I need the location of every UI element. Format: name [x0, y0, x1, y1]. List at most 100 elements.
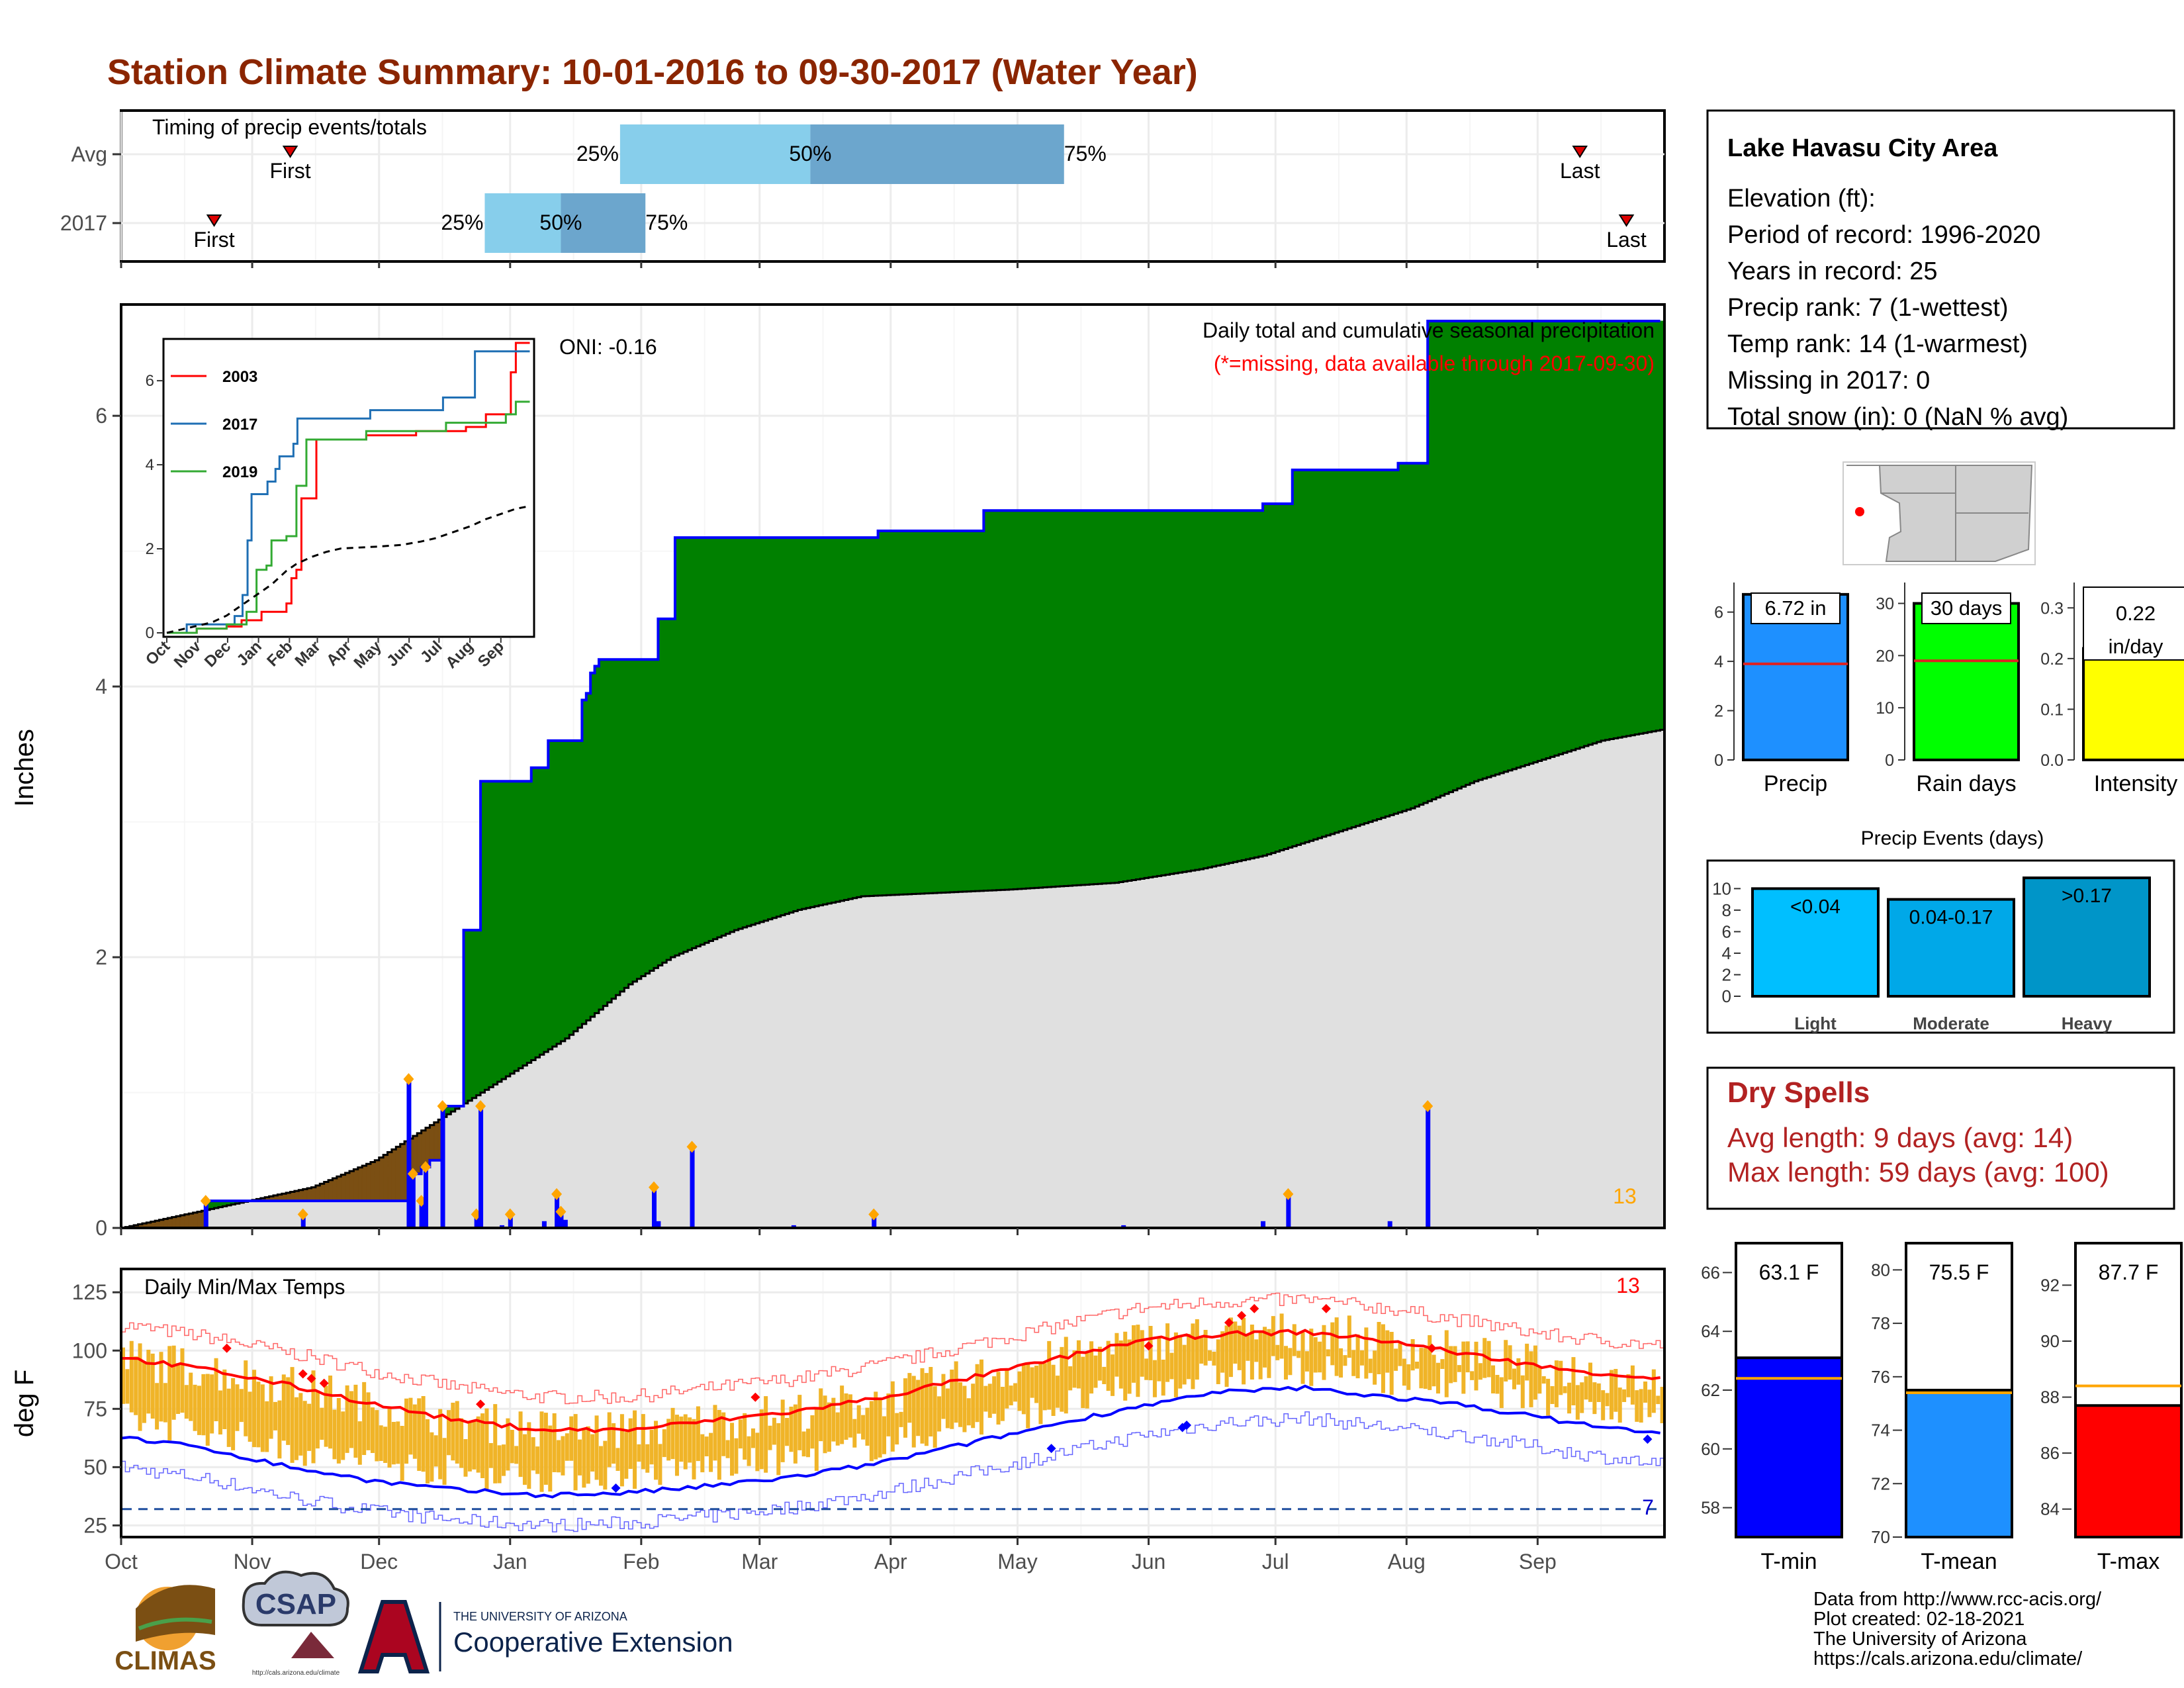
daily-precip-bar [872, 1214, 877, 1228]
daily-precip-marker [297, 1208, 308, 1221]
temp-ytick-label: 25 [83, 1513, 107, 1537]
normal-max-line [120, 1329, 1661, 1434]
tempbar-xlabel: T-max [2097, 1549, 2160, 1574]
daily-precip-marker [504, 1208, 516, 1221]
dry-frame [1706, 1066, 2175, 1210]
tempbar-bar [1735, 1356, 1843, 1538]
daily-precip-marker [437, 1100, 448, 1112]
tempbar-ytick-label: 74 [1871, 1421, 1890, 1440]
events-cat-label: Light [1794, 1013, 1837, 1033]
events-bar-label: <0.04 [1790, 896, 1841, 917]
timing-first-marker [282, 146, 298, 158]
daily-precip-bar [508, 1214, 513, 1228]
inset-ytick-label: 4 [146, 456, 154, 474]
ua-a-icon [357, 1600, 430, 1673]
events-cat-label: Heavy [2062, 1013, 2113, 1033]
timing-bar-q3 [810, 124, 1064, 184]
topbar-ytick-label: 0.0 [2040, 751, 2064, 770]
daily-precip-bar [410, 1174, 416, 1228]
timing-p50-label: 50% [539, 211, 582, 234]
topbar-ytick-label: 30 [1876, 595, 1894, 614]
avg-cumulative-line [121, 729, 1664, 1229]
timing-panel: 25% 50% 75% First Last 25% 50% 75% First Last Tim… [60, 109, 1666, 268]
events-bar [1887, 898, 2015, 998]
record-high-marker [222, 1343, 232, 1353]
csap-text: CSAP [255, 1588, 336, 1620]
temp-panel: 25 50 75 100 125 deg F Daily Min/Max Temps 1… [10, 1268, 1666, 1573]
climas-swoosh-icon [138, 1617, 212, 1630]
daily-precip-marker [475, 1100, 486, 1112]
daily-precip-bar [424, 1166, 429, 1228]
inset-line-2019 [167, 400, 530, 634]
seasonal-temp-bars: 58 60 62 64 66 63.1 F T-min 70 72 74 76 78 80 75.5 F T… [1701, 1242, 2183, 1574]
month-label: May [997, 1550, 1037, 1573]
info-frame [1706, 109, 2175, 430]
info-line-period: Period of record: 1996-2020 [1727, 221, 2040, 249]
dry-title: Dry Spells [1727, 1076, 1870, 1109]
daily-precip-bar [559, 1211, 564, 1228]
topbar-bar [2082, 647, 2184, 761]
info-line-elevation: Elevation (ft): [1727, 185, 1876, 212]
daily-precip-bar [1121, 1225, 1126, 1228]
precip-frame [120, 303, 1666, 1229]
tempbar-ytick-label: 80 [1871, 1260, 1890, 1280]
events-bar [1751, 887, 1880, 998]
map-borders [1881, 465, 2028, 561]
month-label: Dec [360, 1550, 398, 1573]
temp-title: Daily Min/Max Temps [144, 1275, 345, 1299]
cold-count: 7 [1642, 1495, 1654, 1519]
record-low-marker [611, 1483, 621, 1493]
credit-plot-date: Plot created: 02-18-2021 [1813, 1609, 2025, 1630]
daily-temp-bars [121, 1313, 1664, 1492]
dry-avg: Avg length: 9 days (avg: 14) [1727, 1122, 2073, 1153]
events-ytick-label: 8 [1722, 900, 1731, 920]
temp-ylabel: deg F [10, 1370, 39, 1437]
tempbar-ytick-label: 58 [1701, 1498, 1720, 1518]
inset-ytick-label: 2 [146, 540, 154, 558]
daily-precip-marker [420, 1160, 432, 1173]
timing-p25-label: 25% [576, 142, 619, 165]
daily-precip-marker [868, 1208, 880, 1221]
daily-precip-bar [203, 1201, 208, 1228]
tempbar-ytick-label: 70 [1871, 1527, 1890, 1547]
topbar-ytick-label: 4 [1714, 653, 1723, 671]
daily-precip-bar [478, 1105, 484, 1228]
normal-min-line [120, 1384, 1661, 1499]
tempbar-value-label: 75.5 F [1929, 1260, 1989, 1284]
avg-cumulative-area [121, 729, 1664, 1228]
events-bar-label: >0.17 [2062, 885, 2112, 907]
precip-ytick-label: 2 [95, 945, 107, 969]
page-title: Station Climate Summary: 10-01-2016 to 0… [107, 52, 1198, 92]
topbar-ytick-label: 10 [1876, 699, 1894, 718]
month-label: Nov [234, 1550, 271, 1573]
tempbar-ytick-label: 86 [2040, 1443, 2060, 1463]
topbar-label-box [2083, 586, 2184, 661]
daily-precip-marker [649, 1181, 660, 1194]
tempbar-ytick-label: 88 [2040, 1387, 2060, 1407]
info-box: Lake Havasu City Area Elevation (ft): Pe… [1706, 109, 2175, 431]
timing-p75-label: 75% [1064, 142, 1107, 165]
precip-caption-missing: (*=missing, data available through 2017-… [1214, 352, 1655, 375]
daily-precip-bar [300, 1214, 306, 1228]
inset-legend-label: 2019 [222, 463, 257, 481]
tempbar-bar [1905, 1389, 2013, 1538]
tempbar-ytick-label: 64 [1701, 1321, 1720, 1341]
month-label: Mar [741, 1550, 778, 1573]
inset-ytick-label: 6 [146, 372, 154, 390]
tempbar-bar [2074, 1404, 2183, 1538]
topbar-xlabel: Rain days [1916, 771, 2016, 796]
record-high-marker [1321, 1303, 1331, 1313]
climas-mountain-icon [136, 1585, 215, 1642]
topbar-label-box [1751, 592, 1841, 624]
ua-small-text: THE UNIVERSITY OF ARIZONA [453, 1610, 627, 1623]
events-ytick-label: 4 [1722, 943, 1731, 963]
precip-count: 13 [1613, 1184, 1637, 1208]
events-ytick-label: 0 [1722, 986, 1731, 1006]
month-label: Sep [1519, 1550, 1557, 1573]
record-low-marker [1643, 1434, 1653, 1444]
topbar-value-label: 0.22 [2116, 602, 2156, 625]
timing-last-label: Last [1606, 228, 1647, 252]
